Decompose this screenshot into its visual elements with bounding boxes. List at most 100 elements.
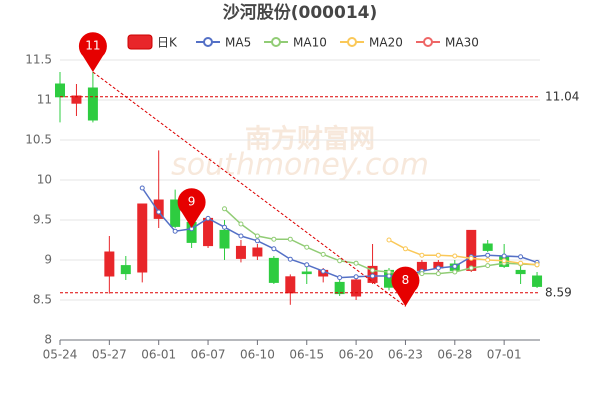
candle-body [466,229,477,271]
y-tick-label: 11 [37,93,52,107]
y-tick-label: 8.5 [33,293,52,307]
candle-body [137,203,148,273]
candle-body [482,243,493,251]
legend-swatch [347,37,357,47]
ma-point [238,221,244,227]
x-tick-label: 06-20 [339,348,374,362]
candle-body [120,265,131,275]
ma-line [388,239,538,266]
ma-point [386,273,392,279]
ma-point [353,274,359,280]
y-tick-label: 10.5 [25,133,52,147]
ma-point [435,271,441,277]
mark-line-label: 8.59 [545,285,572,299]
ma-point [452,263,458,269]
watermark: 南方财富网 [245,124,375,155]
candle-body [252,247,263,257]
ma-point [485,252,491,258]
trend-line [92,71,406,307]
y-tick-label: 8 [44,333,52,347]
mark-pin [391,266,420,307]
x-tick-label: 06-15 [289,348,324,362]
watermark: southmoney.com [171,148,429,183]
ma-point [304,244,310,250]
ma-point [501,253,507,259]
ma-point [386,237,392,243]
ma-point [370,267,376,273]
ma-point [139,185,145,191]
candle-body [87,87,98,121]
ma-point [287,256,293,262]
ma-point [353,260,359,266]
legend-swatch [127,34,153,50]
candle-body [285,276,296,294]
ma-point [156,209,162,215]
legend-swatch [423,37,433,47]
ma-point [468,265,474,271]
candle-body [55,83,65,98]
x-tick-label: 05-24 [43,348,78,362]
ma-point [287,236,293,242]
candle-body [71,95,82,104]
mark-pin-label: 9 [188,195,196,209]
legend-label: MA5 [225,36,251,50]
candle-body [268,257,279,283]
mark-line-label: 11.04 [545,89,579,103]
x-tick-label: 06-10 [240,348,275,362]
y-tick-label: 11.5 [25,53,52,67]
ma-point [518,260,524,266]
mark-pin-label: 11 [85,39,100,53]
ma-line [223,208,538,276]
legend-label: 日K [157,36,178,50]
legend-label: MA20 [369,36,403,50]
ma-point [419,271,425,277]
candle-body [203,217,214,247]
mark-pin [177,188,206,228]
ma-point [402,246,408,252]
x-tick-label: 06-01 [141,348,176,362]
candle-body [153,199,164,219]
ma-point [271,246,277,252]
candle-body [351,279,362,297]
ma-point [518,254,524,260]
legend-label: MA10 [293,36,327,50]
chart-title: 沙河股份(000014) [223,2,378,23]
candle-body [235,245,246,259]
ma-point [435,252,441,258]
ma-point [370,273,376,279]
ma-point [222,206,227,212]
candle-body [170,199,181,227]
ma-point [222,224,227,230]
mark-pin-label: 8 [402,273,410,287]
ma-point [337,258,343,264]
y-tick-label: 9.5 [33,213,52,227]
ma-point [271,236,277,242]
ma-point [320,268,326,274]
ma-point [320,251,326,257]
x-tick-label: 06-07 [191,348,226,362]
ma-point [254,238,260,244]
legend-label: MA30 [445,36,479,50]
ma-point [337,275,343,281]
legend-swatch [271,37,281,47]
candle-body [532,275,543,287]
x-tick-label: 05-27 [92,348,127,362]
x-tick-label: 07-01 [487,348,522,362]
candle-body [219,229,230,249]
y-tick-label: 10 [37,173,52,187]
ma-point [485,263,491,269]
ma-point [304,262,310,268]
candle-body [515,269,526,275]
legend-swatch [203,37,213,47]
x-tick-label: 06-23 [388,348,423,362]
ma-point [468,255,474,261]
ma-point [452,269,458,275]
ma-point [172,228,178,234]
ma-point [238,233,244,239]
ma-point [205,215,211,221]
ma-point [452,253,458,259]
ma-point [254,233,260,239]
candle-body [334,281,345,295]
candle-body [104,251,115,277]
